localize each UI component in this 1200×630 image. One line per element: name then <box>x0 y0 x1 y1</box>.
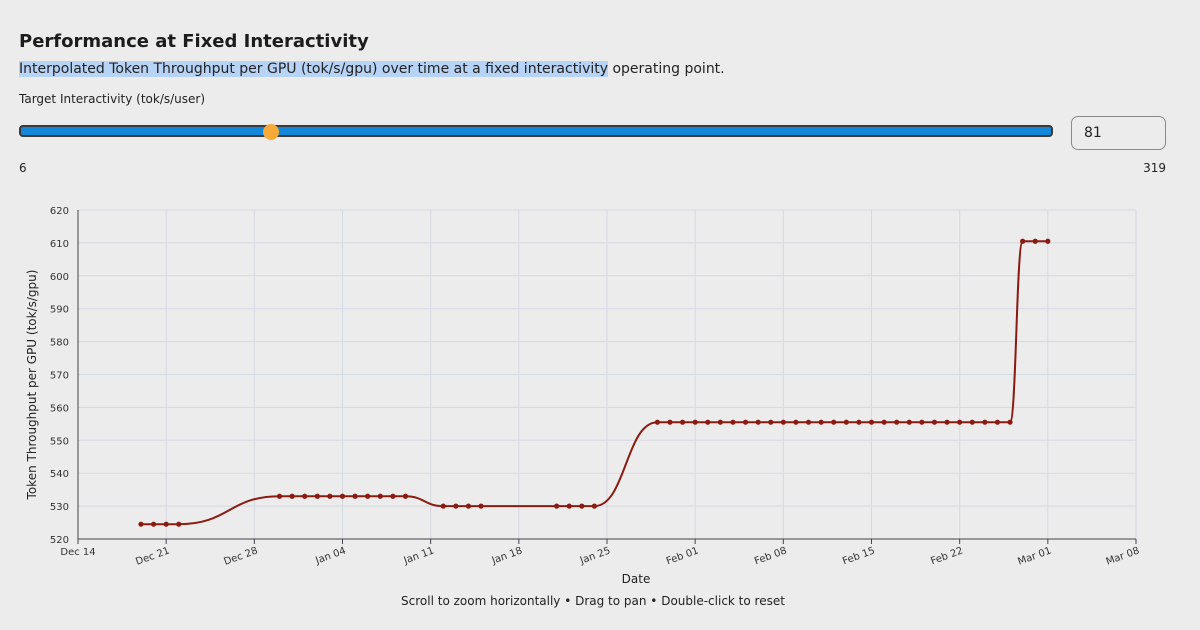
data-point <box>667 419 673 425</box>
data-point <box>944 419 950 425</box>
y-tick-label: 590 <box>50 305 69 316</box>
data-point <box>276 493 283 499</box>
y-tick-label: 600 <box>50 272 69 283</box>
y-tick-label: 550 <box>50 436 69 447</box>
data-point <box>453 503 459 509</box>
y-axis-title: Token Throughput per GPU (tok/s/gpu) <box>25 270 39 501</box>
throughput-chart[interactable]: 520 530 540 550 560 570 580 590 600 610 620 Dec 14 D… <box>0 195 1186 590</box>
data-point <box>994 419 1001 425</box>
y-tick-label: 530 <box>50 502 69 513</box>
data-point <box>705 419 711 425</box>
y-tick-label: 540 <box>50 469 69 480</box>
data-point <box>327 493 333 499</box>
data-point <box>894 419 900 425</box>
data-point <box>150 521 157 527</box>
slider-min-label: 6 <box>19 161 27 175</box>
data-point <box>755 419 761 425</box>
x-tick-label: Dec 21 <box>134 545 171 567</box>
data-point <box>919 419 925 425</box>
y-tick-label: 580 <box>50 338 69 349</box>
x-tick-label: Mar 01 <box>1016 545 1052 567</box>
data-point <box>679 419 686 425</box>
data-point <box>780 419 786 425</box>
data-point <box>566 503 572 509</box>
x-tick-label: Feb 08 <box>753 545 788 567</box>
data-point <box>579 503 585 509</box>
x-tick-label: Mar 08 <box>1105 545 1141 567</box>
data-point <box>831 419 837 425</box>
y-tick-label: 560 <box>50 403 69 414</box>
data-point <box>390 493 396 499</box>
data-point <box>352 493 358 499</box>
data-point <box>365 493 371 499</box>
x-tick-label: Feb 22 <box>929 545 964 567</box>
data-point <box>289 493 295 499</box>
data-point <box>969 419 975 425</box>
subtitle-rest-text: operating point. <box>608 61 725 77</box>
x-axis-title: Date <box>622 572 651 586</box>
data-point <box>818 419 824 425</box>
x-tick-label: Dec 14 <box>60 547 95 558</box>
data-point <box>868 419 875 425</box>
data-point <box>654 419 660 425</box>
data-point <box>742 419 749 425</box>
data-point <box>465 503 472 509</box>
y-tick-label: 610 <box>50 239 69 250</box>
data-point <box>906 419 912 425</box>
x-tick-label: Jan 11 <box>402 545 436 566</box>
y-tick-label: 620 <box>50 206 69 217</box>
page-title: Performance at Fixed Interactivity <box>19 31 369 52</box>
data-point <box>805 419 812 425</box>
data-point <box>768 419 774 425</box>
data-point <box>402 493 409 499</box>
x-tick-label: Jan 25 <box>578 545 612 566</box>
data-point <box>730 419 736 425</box>
data-point <box>138 521 144 527</box>
data-point <box>1032 238 1038 244</box>
page-subtitle: Interpolated Token Throughput per GPU (t… <box>19 61 725 77</box>
slider-max-label: 319 <box>1143 161 1166 175</box>
y-tick-label: 570 <box>50 371 69 382</box>
x-tick-label: Feb 15 <box>841 545 876 567</box>
slider-label: Target Interactivity (tok/s/user) <box>19 92 206 106</box>
y-tick-label: 520 <box>50 535 69 546</box>
data-point <box>1045 238 1051 244</box>
series-line <box>140 240 1048 526</box>
interactivity-value-input[interactable] <box>1071 116 1166 150</box>
data-point <box>931 419 938 425</box>
x-tick-label: Jan 18 <box>490 545 524 566</box>
data-point <box>339 493 346 499</box>
data-point <box>881 419 887 425</box>
data-point <box>1007 419 1013 425</box>
data-point <box>843 419 849 425</box>
x-tick-label: Jan 04 <box>313 545 347 566</box>
data-point <box>302 493 308 499</box>
x-tick-label: Feb 01 <box>665 545 700 567</box>
data-point <box>1020 238 1026 244</box>
data-point <box>957 419 963 425</box>
interactivity-slider-thumb[interactable] <box>262 124 279 140</box>
data-point <box>982 419 988 425</box>
subtitle-selected-text: Interpolated Token Throughput per GPU (t… <box>19 61 609 77</box>
data-point <box>163 521 169 527</box>
chart-hint-text: Scroll to zoom horizontally • Drag to pa… <box>401 594 785 608</box>
data-point <box>856 419 862 425</box>
data-point <box>478 503 484 509</box>
data-point <box>176 521 182 527</box>
data-point <box>554 503 560 509</box>
x-tick-label: Dec 28 <box>222 545 259 567</box>
interactivity-slider-track[interactable] <box>19 125 1053 137</box>
data-point <box>314 493 320 499</box>
data-point <box>717 419 723 425</box>
data-point <box>793 419 799 425</box>
data-point <box>591 503 598 509</box>
data-point <box>440 503 446 509</box>
data-point <box>692 419 698 425</box>
data-point <box>377 493 383 499</box>
